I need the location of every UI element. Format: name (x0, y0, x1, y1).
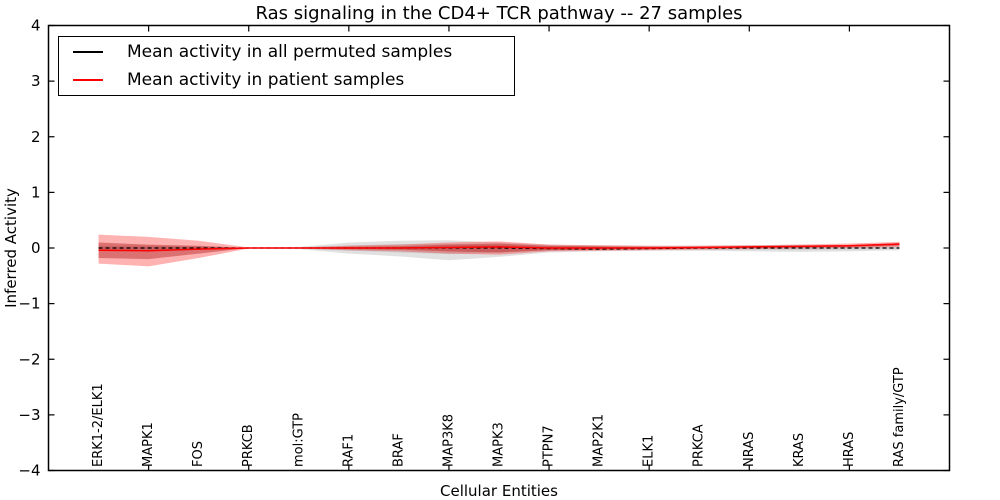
y-tick-label: −4 (18, 462, 40, 480)
entity-label: MAP2K1 (592, 414, 607, 467)
legend-line-black (73, 51, 103, 53)
patient-mean-line (98, 243, 900, 252)
legend: Mean activity in all permuted samples Me… (58, 36, 515, 96)
entity-label: PTPN7 (542, 425, 557, 467)
y-tick-label: 4 (31, 17, 41, 35)
permuted-inner-band (98, 244, 900, 255)
entity-label: RAS family/GTP (892, 367, 907, 467)
legend-label: Mean activity in all permuted samples (127, 42, 453, 62)
patient-outer-band (98, 234, 900, 267)
entity-label: BRAF (391, 433, 406, 467)
y-tick-label: 2 (31, 128, 41, 146)
entity-label: FOS (191, 441, 206, 467)
y-tick-label: 1 (31, 183, 41, 201)
legend-entry-permuted: Mean activity in all permuted samples (59, 39, 514, 65)
entity-label: MAPK3 (492, 422, 507, 467)
entity-label: RAF1 (341, 434, 356, 467)
entity-label: MAP3K8 (441, 414, 456, 467)
entity-label: PRKCB (241, 424, 256, 467)
entity-label: MAPK1 (141, 422, 156, 467)
x-axis-label: Cellular Entities (440, 482, 558, 500)
legend-entry-patient: Mean activity in patient samples (59, 67, 514, 93)
entity-label: mol:GTP (291, 413, 306, 467)
entity-label: KRAS (792, 433, 807, 467)
entity-label: ELK1 (642, 435, 657, 467)
y-tick-label: 0 (31, 239, 41, 257)
chart-title: Ras signaling in the CD4+ TCR pathway --… (255, 3, 743, 24)
y-axis-label: Inferred Activity (2, 188, 20, 308)
y-tick-label: −3 (18, 406, 40, 424)
y-tick-label: −1 (18, 295, 40, 313)
patient-inner-band (98, 242, 900, 260)
legend-line-red (73, 79, 103, 81)
legend-label: Mean activity in patient samples (127, 70, 405, 90)
permuted-outer-band (98, 240, 900, 261)
entity-label: NRAS (742, 432, 757, 467)
y-tick-label: 3 (31, 72, 41, 90)
entity-label: HRAS (842, 432, 857, 467)
entity-label: ERK1-2/ELK1 (91, 383, 106, 467)
y-tick-label: −2 (18, 350, 40, 368)
entity-label: PRKCA (692, 424, 707, 467)
